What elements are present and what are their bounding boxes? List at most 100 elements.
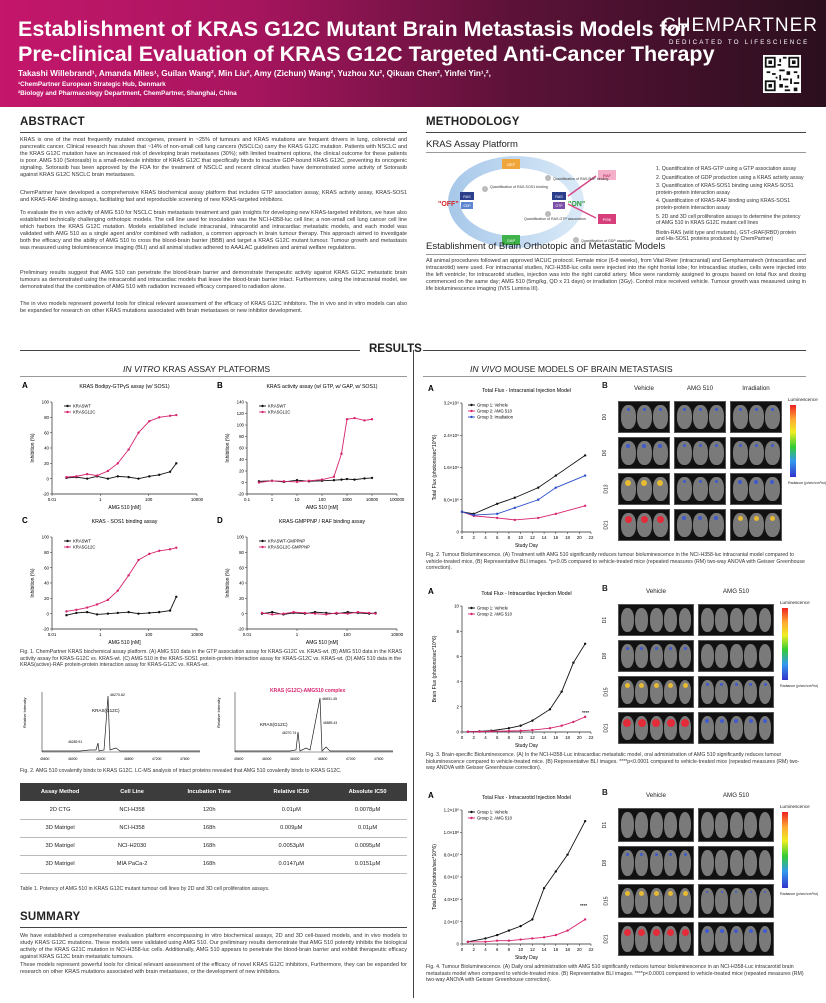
mouse-silhouette <box>701 926 714 952</box>
models-text: All animal procedures followed an approv… <box>426 258 806 293</box>
qr-code-icon[interactable] <box>763 55 801 93</box>
bli-column-label: AMG 510 <box>722 792 750 799</box>
method-step-list: 1. Quantification of RAS-GTP using a GTP… <box>656 166 806 243</box>
results-rule-left <box>20 350 360 351</box>
bioluminescence-signal <box>642 408 646 411</box>
x-tick-label: 1 <box>99 497 102 502</box>
data-point <box>106 612 110 615</box>
step-2-marker <box>482 186 488 192</box>
bioluminescence-signal <box>682 891 688 896</box>
bioluminescence-signal <box>658 408 662 411</box>
bli-image <box>730 437 782 469</box>
bioluminescence-signal <box>669 647 673 650</box>
bli-image <box>618 604 694 636</box>
ms-left-minor: 46289.91 <box>68 740 82 744</box>
bli-image <box>618 808 694 842</box>
data-point <box>495 512 499 516</box>
legend-marker <box>470 606 473 610</box>
colorbar-unit: Radiance (p/sec/cm²/sr) <box>788 481 826 485</box>
data-point <box>531 728 534 732</box>
bli-image <box>618 401 670 433</box>
gtp-box <box>553 202 565 209</box>
data-point <box>537 498 540 501</box>
gef-label: GEF <box>507 162 516 167</box>
step-1-marker <box>545 211 551 217</box>
data-point <box>270 479 274 482</box>
table-cell: 0.01μM <box>254 801 329 820</box>
bli-column-label: AMG 510 <box>686 385 714 392</box>
ras-off-label: RAS <box>463 195 471 199</box>
bli-column-label: Irradiation <box>742 385 770 392</box>
invivo-fig4-caption: Fig. 4. Tumour Bioluminescence. (A) Dail… <box>426 964 804 984</box>
series-line <box>467 919 586 943</box>
colorbar-unit: Radiance (p/sec/cm²/sr) <box>780 684 819 688</box>
data-point <box>519 924 522 928</box>
bli-image <box>698 846 774 880</box>
y-tick-label: 20 <box>44 461 49 466</box>
y-tick-label: 0 <box>47 476 50 481</box>
ms-left-ylabel: Relative Intensity <box>22 698 27 728</box>
th-assay-method: Assay Method <box>20 783 101 801</box>
mouse-silhouette <box>715 850 729 876</box>
table-cell: NCI-H358 <box>100 801 164 820</box>
bli-row-label: D1 <box>602 616 609 624</box>
x-tick-label: 10 <box>518 535 523 540</box>
data-point <box>127 448 130 451</box>
mouse-silhouette <box>701 850 714 876</box>
mouse-silhouette <box>635 888 649 914</box>
series-line <box>258 417 373 483</box>
chart-6: A Total Flux - Intracarotid Injection Mod… <box>428 791 594 961</box>
significance-mark: **** <box>580 903 588 908</box>
data-point <box>282 612 285 615</box>
y-tick-label: 120 <box>237 411 245 416</box>
data-point <box>560 724 563 727</box>
bioluminescence-signal <box>682 683 688 688</box>
x-tick-label: 18 <box>565 947 570 952</box>
bli-image <box>674 509 726 541</box>
data-point <box>583 504 587 507</box>
data-point <box>583 642 587 645</box>
bioluminescence-signal <box>734 929 739 933</box>
mouse-silhouette <box>744 680 758 704</box>
mouse-silhouette <box>729 680 743 704</box>
legend-label: Group 2: AMG 510 <box>477 409 513 414</box>
column-divider <box>413 350 414 998</box>
data-point <box>85 606 89 609</box>
mouse-silhouette <box>701 716 714 740</box>
data-point <box>75 611 78 615</box>
invivo-fig2-caption: Fig. 2. Tumour Bioluminescence. (A) Trea… <box>426 552 805 572</box>
mouse-silhouette <box>744 850 758 876</box>
table-cell: 168h <box>163 855 255 874</box>
mouse-silhouette <box>758 926 772 952</box>
ms-right-label: KRAS(G12C) <box>260 722 288 727</box>
affiliation-2: ²Biology and Pharmacology Department, Ch… <box>18 90 237 97</box>
ras-off-box <box>460 192 474 200</box>
ms-right-trace <box>235 697 393 752</box>
x-tick-label: 6 <box>496 947 499 952</box>
bli-image <box>618 884 694 918</box>
mouse-silhouette <box>749 441 764 465</box>
chart-4: A Total Flux - Intracranial Injection Mod… <box>428 384 594 549</box>
bioluminescence-signal <box>640 853 644 856</box>
bli-image <box>730 509 782 541</box>
legend-label: Group 2: AMG 510 <box>477 816 513 821</box>
series-line <box>258 477 373 483</box>
x-tick-label: 2 <box>473 535 476 540</box>
bioluminescence-signal <box>769 516 775 521</box>
y-tick-label: 40 <box>44 581 49 586</box>
y-tick-label: 80 <box>44 415 49 420</box>
bioluminescence-signal <box>706 891 709 893</box>
mouse-silhouette <box>677 513 692 537</box>
data-point <box>370 476 374 480</box>
bioluminescence-signal <box>734 719 739 723</box>
mouse-silhouette <box>635 812 649 838</box>
fig2-ms-caption: Fig. 2. AMG 510 covalently binds to KRAS… <box>20 768 342 774</box>
bioluminescence-signal <box>624 891 630 896</box>
bioluminescence-signal <box>683 647 687 650</box>
x-tick-label: 0.1 <box>244 497 251 502</box>
legend-label: Group 1: Vehicle <box>477 403 509 408</box>
data-point <box>554 933 558 937</box>
ras-on-box <box>552 192 566 200</box>
bli-row-label: D0 <box>602 413 609 421</box>
y-tick-label: 20 <box>44 596 49 601</box>
